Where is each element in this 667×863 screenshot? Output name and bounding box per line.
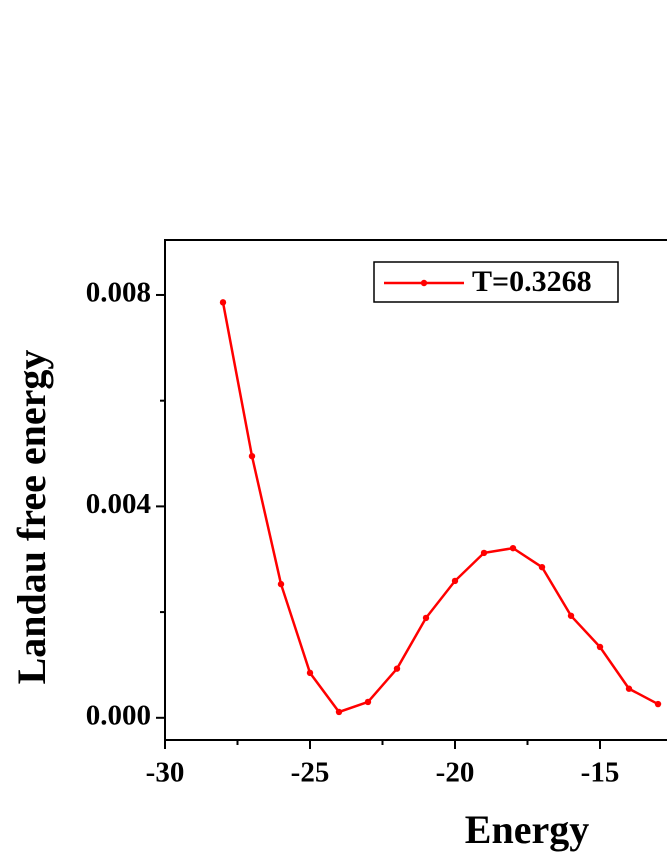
x-tick-label: -25: [291, 757, 330, 789]
x-tick-label: -15: [581, 757, 620, 789]
data-point: [335, 708, 343, 716]
legend-marker: [420, 279, 428, 287]
y-tick-label: 0.000: [86, 699, 151, 731]
data-point: [277, 580, 285, 588]
data-point: [567, 612, 575, 619]
legend-label: T=0.3268: [472, 265, 592, 298]
data-point: [625, 685, 633, 692]
data-point: [219, 299, 227, 306]
y-tick-label: 0.008: [86, 277, 151, 309]
plot-frame: [164, 239, 667, 741]
data-point: [248, 452, 256, 460]
data-point: [480, 549, 488, 557]
data-point: [451, 577, 459, 585]
data-point: [538, 563, 546, 571]
data-point: [596, 643, 604, 651]
x-axis-title: Energy: [465, 807, 589, 852]
series-line: [221, 302, 659, 714]
x-tick-label: -20: [436, 757, 475, 789]
y-axis-title: Landau free energy: [9, 350, 54, 685]
data-point: [393, 665, 401, 672]
data-point: [306, 669, 314, 677]
data-point: [364, 698, 372, 706]
data-point: [654, 700, 662, 708]
data-point: [509, 544, 517, 552]
y-tick-label: 0.004: [86, 488, 151, 520]
x-tick-label: -30: [146, 757, 185, 789]
data-point: [422, 614, 430, 622]
